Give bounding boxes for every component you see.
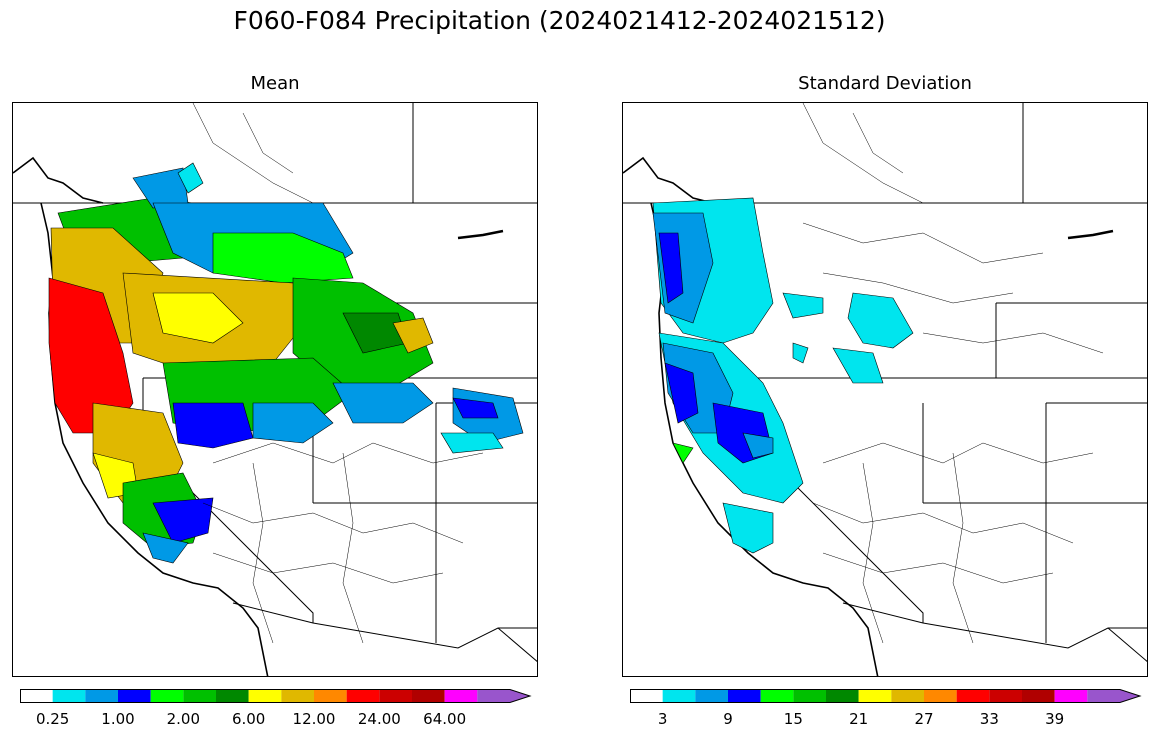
std-colorbar-tick-label: 33 xyxy=(979,710,999,728)
mean-colorbar-segment xyxy=(52,689,86,703)
std-colorbar-segment xyxy=(826,689,859,703)
mean-colorbar-segment xyxy=(20,689,53,703)
std-colorbar-segment xyxy=(760,689,794,703)
std-colorbar-segment xyxy=(728,689,761,703)
mean-colorbar-segment xyxy=(444,689,478,703)
mean-map xyxy=(12,102,538,677)
std-colorbar-segment xyxy=(630,689,663,703)
mean-colorbar-outline xyxy=(20,689,532,703)
mean-colorbar-segment xyxy=(183,689,216,703)
std-colorbar-segment xyxy=(1022,689,1055,703)
mean-colorbar-tick-label: 12.00 xyxy=(292,710,336,728)
mean-colorbar-tick-label: 64.00 xyxy=(423,710,467,728)
mean-colorbar-segment xyxy=(85,689,118,703)
mean-colorbar-segment xyxy=(346,689,380,703)
std-panel-title: Standard Deviation xyxy=(798,73,972,94)
std-colorbar-segment xyxy=(858,689,892,703)
mean-map-graphic xyxy=(13,103,537,676)
std-colorbar-tick-label: 21 xyxy=(849,710,869,728)
figure-title: F060-F084 Precipitation (2024021412-2024… xyxy=(233,6,886,35)
std-map xyxy=(622,102,1148,677)
std-colorbar-tick-label: 27 xyxy=(914,710,934,728)
std-colorbar-segment xyxy=(924,689,957,703)
std-colorbar-segment xyxy=(956,689,990,703)
std-colorbar-tick-label: 9 xyxy=(723,710,733,728)
std-colorbar-tick-label: 39 xyxy=(1045,710,1065,728)
std-colorbar-tick-label: 3 xyxy=(657,710,668,728)
mean-colorbar-tick-label: 1.00 xyxy=(101,710,135,728)
std-colorbar-segment xyxy=(793,689,826,703)
mean-colorbar-segment xyxy=(379,689,412,703)
std-map-graphic xyxy=(623,103,1147,676)
std-colorbar-segment xyxy=(1054,689,1088,703)
mean-colorbar-segment xyxy=(281,689,314,703)
mean-panel-title: Mean xyxy=(250,73,300,94)
mean-colorbar-segment xyxy=(314,689,347,703)
std-colorbar-segment xyxy=(989,689,1022,703)
std-colorbar-segment xyxy=(695,689,728,703)
mean-colorbar-tick-label: 2.00 xyxy=(166,710,201,728)
mean-colorbar-segment xyxy=(118,689,151,703)
std-colorbar-tick-label: 15 xyxy=(783,710,803,728)
mean-colorbar-tick-label: 24.00 xyxy=(357,710,401,728)
mean-colorbar-segment xyxy=(216,689,249,703)
std-colorbar-segment xyxy=(891,689,924,703)
mean-colorbar-segment xyxy=(412,689,445,703)
mean-colorbar-segment xyxy=(248,689,282,703)
mean-colorbar-graphic xyxy=(20,689,532,703)
mean-colorbar-segment xyxy=(477,689,530,703)
std-colorbar xyxy=(630,689,1142,703)
mean-colorbar-tick-label: 0.25 xyxy=(35,710,70,728)
mean-colorbar-tick-label: 6.00 xyxy=(231,710,266,728)
std-colorbar-outline xyxy=(630,689,1142,703)
std-colorbar-segment xyxy=(1087,689,1140,703)
mean-colorbar-segment xyxy=(150,689,184,703)
mean-colorbar xyxy=(20,689,532,703)
std-colorbar-segment xyxy=(662,689,696,703)
std-colorbar-graphic xyxy=(630,689,1142,703)
